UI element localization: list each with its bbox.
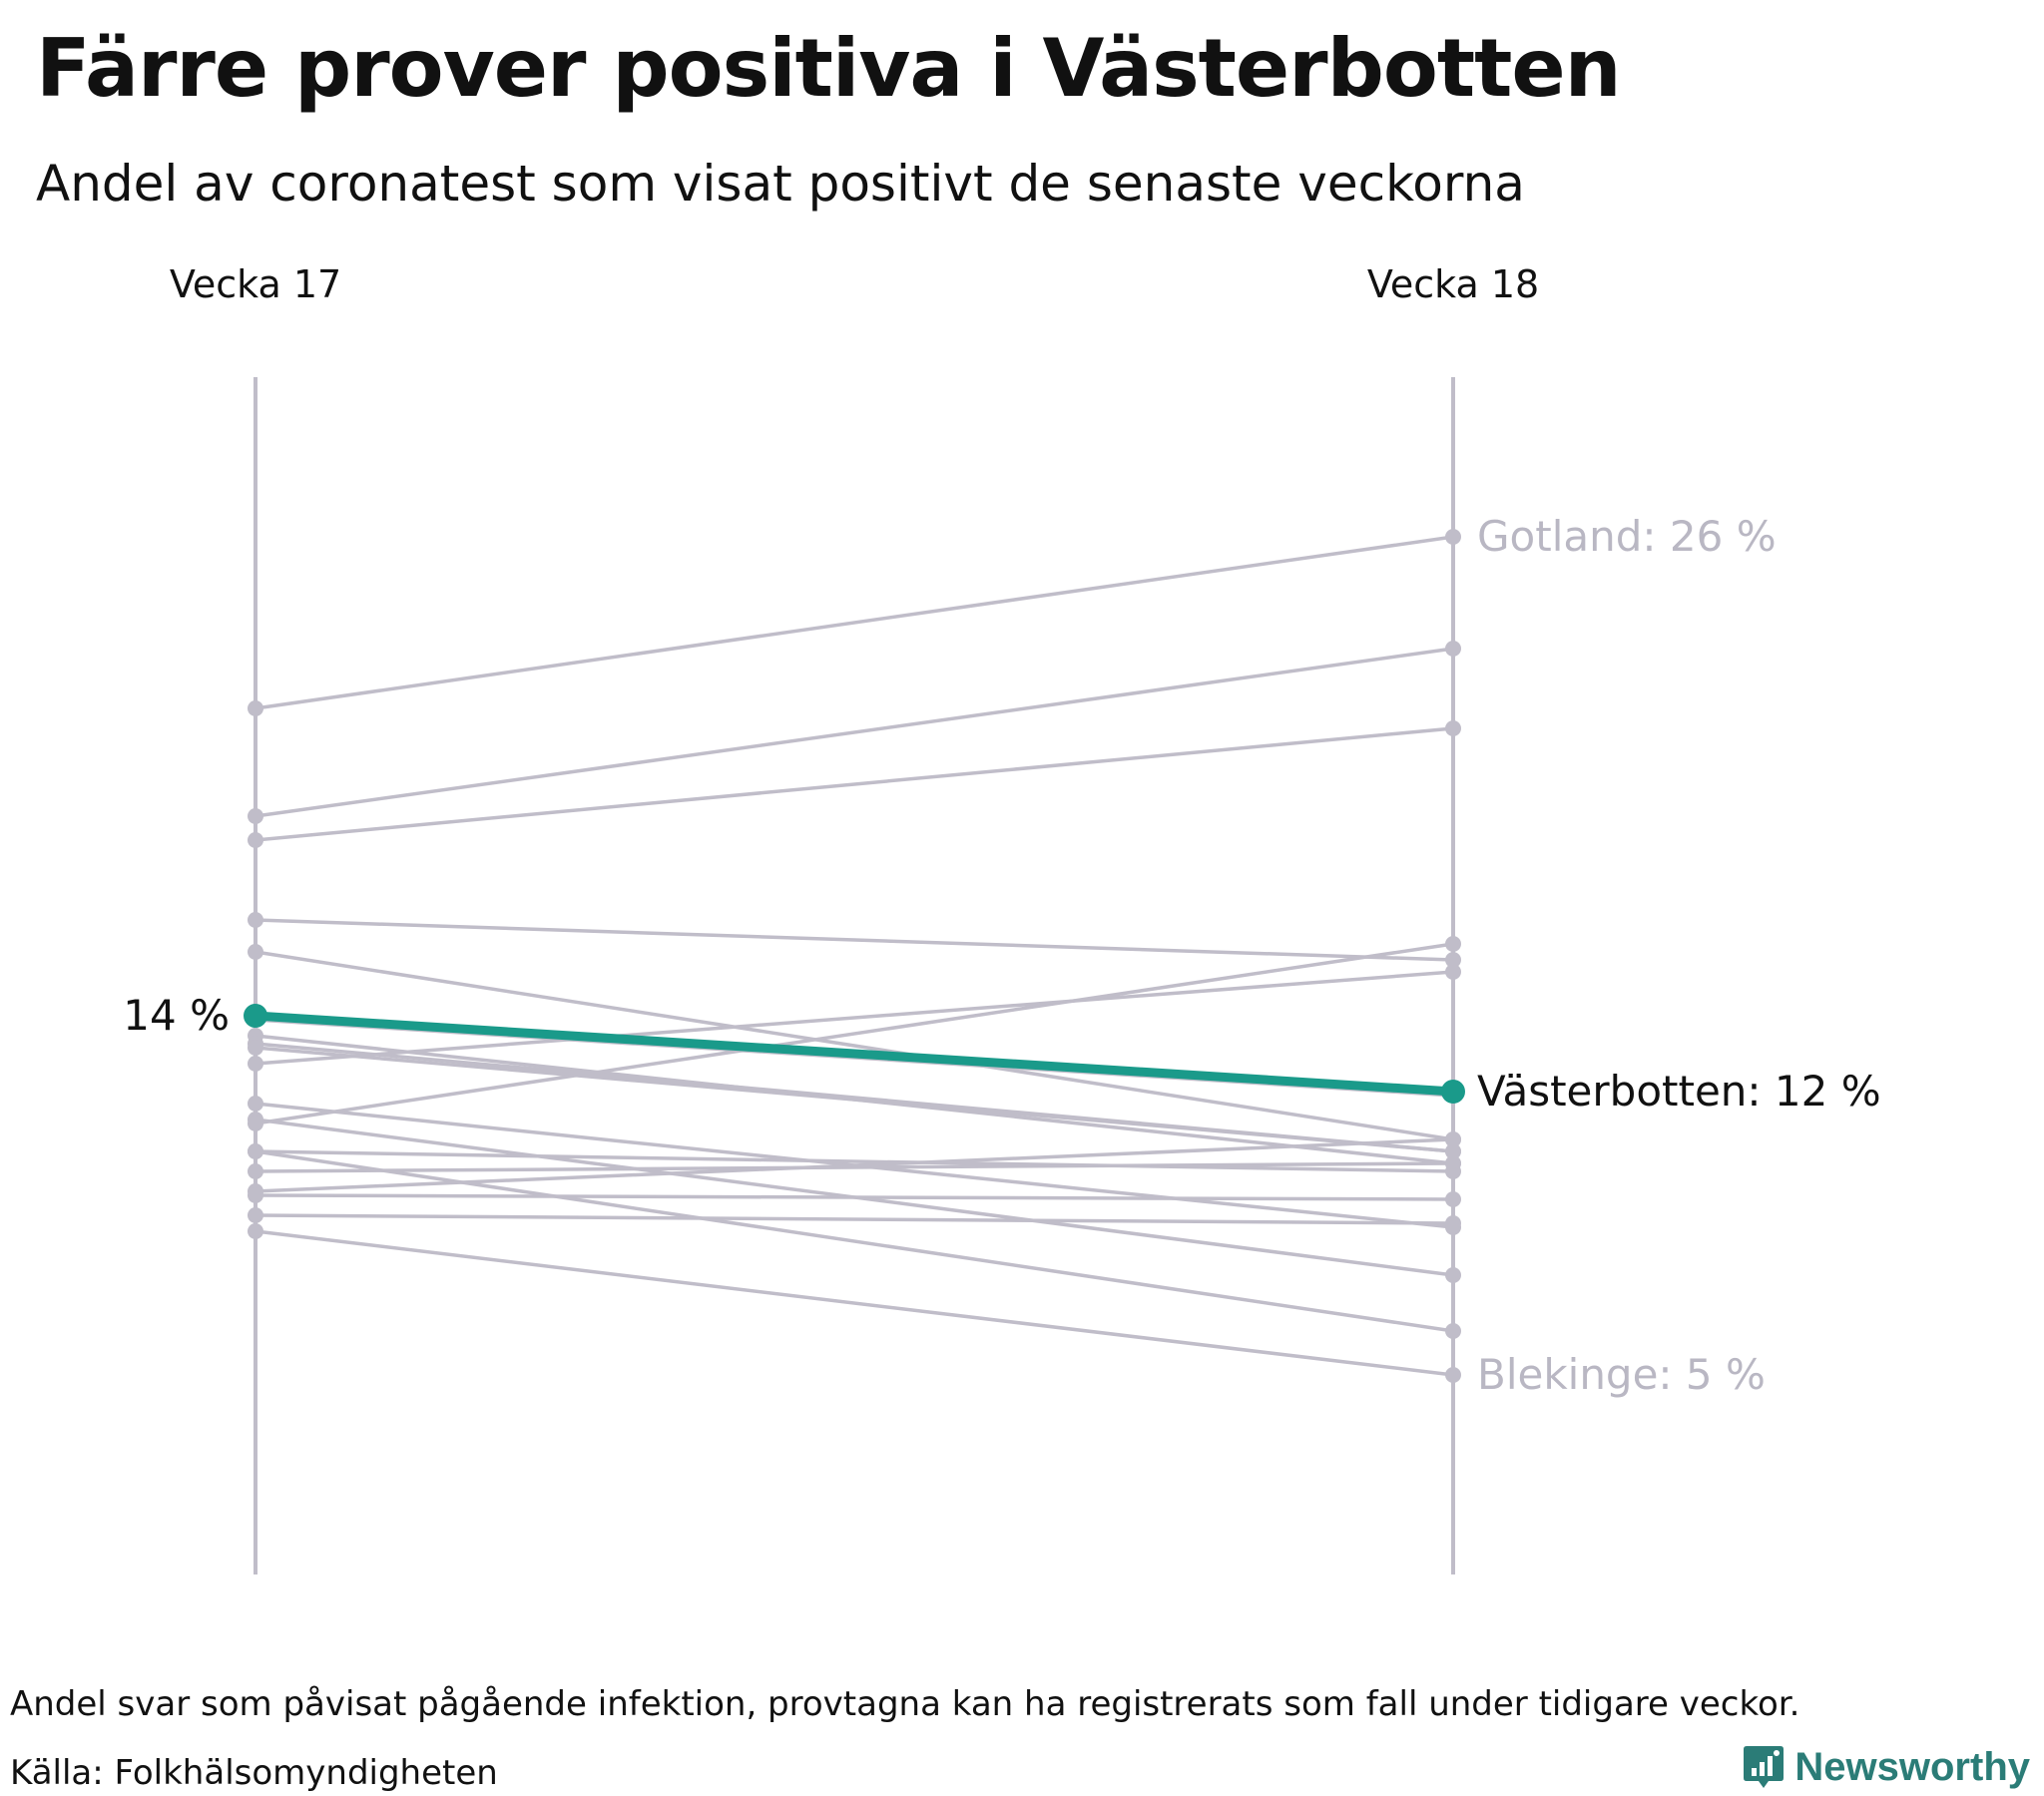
slope-chart: Vecka 17 Vecka 18 Gotland: 26 % Blekinge: 5… [123,262,1881,1574]
chart-title: Färre prover positiva i Västerbotten [36,22,1622,115]
slope-line [255,1161,1454,1173]
slope-line [255,950,1454,1141]
slope-point-start [248,1116,263,1131]
footnote: Andel svar som påvisat pågående infektio… [10,1684,1800,1724]
source-note: Källa: Folkhälsomyndigheten [10,1753,498,1793]
slope-line [255,918,1454,962]
highlight-end-label: Västerbotten: 12 % [1477,1067,1881,1116]
slope-point-end [1445,1215,1461,1231]
chart-subtitle: Andel av coronatest som visat positivt d… [36,155,1525,213]
slope-line [255,1193,1454,1201]
slope-point-start [248,700,263,716]
slope-line [255,535,1454,710]
slope-point-start [248,1223,263,1239]
slope-line [255,726,1454,842]
slope-point-end [1445,1191,1461,1207]
slope-point-end [1445,529,1461,545]
slope-line [255,1229,1454,1377]
slope-line [255,1137,1454,1193]
slope-point-end [1445,952,1461,968]
slope-point-start [248,1207,263,1223]
slope-point-end [1445,1155,1461,1171]
slope-line [255,1213,1454,1225]
slope-line [255,1046,1454,1153]
slope-point-start [248,944,263,960]
category-label-left: Vecka 17 [170,262,341,306]
slope-point-start [248,1163,263,1179]
newsworthy-logo: Newsworthy [1743,1744,2030,1790]
slope-point-end [1445,1143,1461,1159]
end-label: Gotland: 26 % [1477,512,1777,561]
slope-line [255,1149,1454,1173]
slope-point-start [248,832,263,848]
slope-line [255,942,1454,1125]
slope-point-start [248,912,263,928]
highlight-start-label: 14 % [123,991,230,1040]
highlight-point-end [1441,1080,1465,1104]
slope-line [255,970,1454,1066]
category-label-right: Vecka 18 [1367,262,1539,306]
slope-point-end [1445,1267,1461,1283]
brand-name: Newsworthy [1794,1744,2030,1789]
slope-point-end [1445,720,1461,736]
slope-line [255,647,1454,818]
slope-point-end [1445,964,1461,980]
slope-point-start [248,1040,263,1056]
slope-point-end [1445,1131,1461,1147]
highlight-line [255,1011,1454,1097]
bar-chart-bubble-icon [1744,1746,1785,1788]
slope-point-start [248,1143,263,1159]
slope-point-start [248,1187,263,1203]
slope-point-end [1445,641,1461,657]
end-label: Blekinge: 5 % [1477,1350,1766,1399]
slope-point-start [248,1056,263,1072]
slope-point-end [1445,936,1461,952]
slope-point-end [1445,1367,1461,1383]
slope-point-start [248,1096,263,1112]
slope-point-end [1445,1323,1461,1339]
highlight-point-start [244,1004,267,1028]
slope-point-start [248,808,263,824]
